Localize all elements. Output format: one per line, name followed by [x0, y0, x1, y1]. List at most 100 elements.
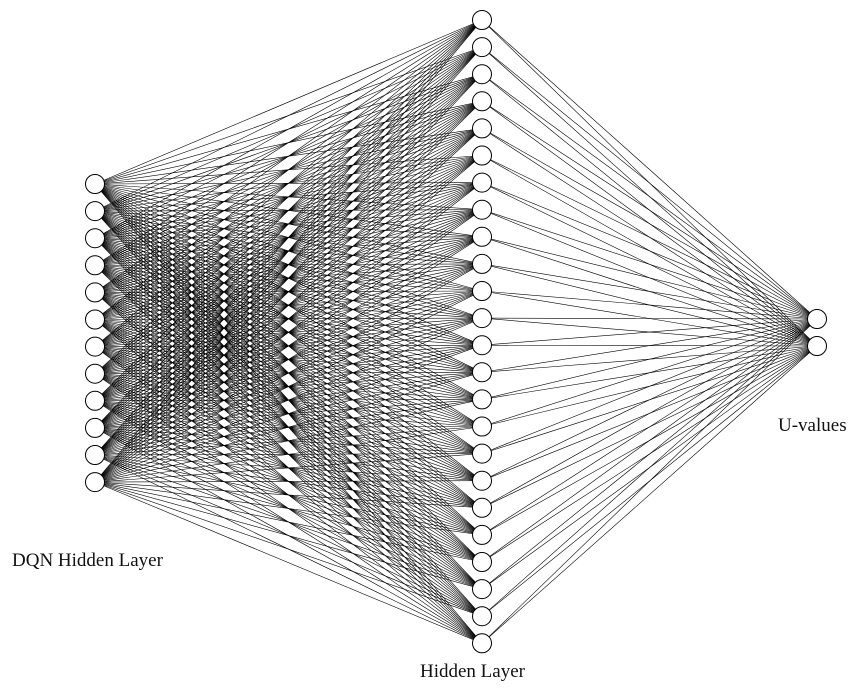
connection-line — [94, 19, 483, 320]
connection-line — [481, 318, 818, 373]
connection-line — [94, 344, 483, 483]
connection-line — [94, 19, 483, 239]
hidden-neuron — [472, 145, 492, 166]
connection-line — [94, 372, 483, 483]
hidden-neuron — [472, 443, 492, 464]
connection-line — [94, 19, 483, 293]
connection-line — [481, 318, 818, 481]
connection-line — [94, 19, 483, 483]
connection-line — [481, 318, 818, 427]
connection-line — [94, 426, 483, 483]
neurons-group — [85, 10, 827, 654]
input-neuron — [85, 417, 105, 438]
input-neuron — [85, 201, 105, 222]
connection-line — [94, 128, 483, 483]
hidden-neuron — [472, 389, 492, 410]
hidden-neuron — [472, 226, 492, 247]
connection-line — [481, 318, 818, 563]
connection-line — [94, 19, 483, 374]
input-neuron — [85, 228, 105, 249]
hidden-neuron — [472, 497, 492, 518]
hidden-neuron — [472, 470, 492, 491]
hidden-neuron — [472, 606, 492, 627]
connection-line — [94, 481, 483, 617]
connection-line — [94, 209, 483, 483]
connection-line — [481, 318, 818, 346]
connection-line — [94, 399, 483, 483]
hidden-neuron — [472, 633, 492, 654]
hidden-neuron — [472, 335, 492, 356]
connection-line — [481, 182, 818, 320]
connection-line — [481, 318, 818, 400]
input-layer-label: DQN Hidden Layer — [12, 550, 163, 571]
connection-line — [481, 290, 818, 320]
hidden-neuron — [472, 64, 492, 85]
connection-line — [94, 19, 483, 185]
connection-line — [481, 318, 818, 617]
connection-line — [481, 236, 818, 320]
connection-line — [94, 481, 483, 644]
connection-line — [94, 481, 483, 536]
output-neuron — [807, 309, 827, 329]
connection-line — [481, 46, 818, 320]
connection-line — [94, 19, 483, 212]
input-neuron — [85, 336, 105, 357]
connection-line — [94, 182, 483, 483]
hidden-neuron — [472, 118, 492, 139]
connection-line — [94, 19, 483, 456]
connection-line — [481, 155, 818, 320]
connection-line — [481, 128, 818, 320]
connection-line — [94, 155, 483, 483]
connection-line — [94, 263, 483, 483]
connection-line — [481, 318, 818, 644]
hidden-neuron — [472, 281, 492, 301]
connection-line — [94, 19, 483, 402]
hidden-neuron — [472, 552, 492, 572]
connection-line — [94, 480, 483, 483]
hidden-neuron — [472, 362, 492, 383]
input-neuron — [85, 445, 105, 465]
connection-line — [481, 318, 818, 536]
input-neuron — [85, 174, 105, 194]
connection-line — [481, 318, 818, 509]
connection-line — [481, 318, 818, 590]
hidden-neuron — [472, 524, 492, 545]
connection-line — [94, 481, 483, 590]
hidden-neuron — [472, 91, 492, 112]
input-neuron — [85, 309, 105, 330]
input-neuron — [85, 390, 105, 411]
output-neuron — [807, 336, 827, 356]
hidden-neuron — [472, 10, 492, 30]
connection-line — [481, 101, 818, 320]
connections-group — [94, 19, 818, 644]
input-neuron — [85, 472, 105, 493]
hidden-layer-label: Hidden Layer — [420, 661, 525, 682]
hidden-neuron — [472, 416, 492, 437]
input-neuron — [85, 363, 105, 384]
connection-line — [94, 19, 483, 266]
connection-line — [94, 73, 483, 483]
connection-line — [94, 19, 483, 347]
connection-line — [94, 19, 483, 429]
connection-line — [94, 453, 483, 483]
hidden-neuron — [472, 579, 492, 600]
connection-line — [481, 19, 818, 320]
connection-line — [481, 73, 818, 320]
connection-line — [94, 481, 483, 509]
output-layer-label: U-values — [778, 415, 847, 436]
hidden-neuron — [472, 172, 492, 193]
connection-line — [481, 263, 818, 320]
hidden-neuron — [472, 37, 492, 58]
connection-line — [94, 236, 483, 483]
input-neuron — [85, 255, 105, 276]
connection-line — [481, 317, 818, 320]
hidden-neuron — [472, 253, 492, 274]
input-neuron — [85, 282, 105, 303]
connection-line — [481, 318, 818, 454]
hidden-neuron — [472, 308, 492, 329]
connection-line — [94, 101, 483, 483]
connection-line — [481, 209, 818, 320]
connection-line — [94, 481, 483, 563]
connection-line — [94, 46, 483, 483]
